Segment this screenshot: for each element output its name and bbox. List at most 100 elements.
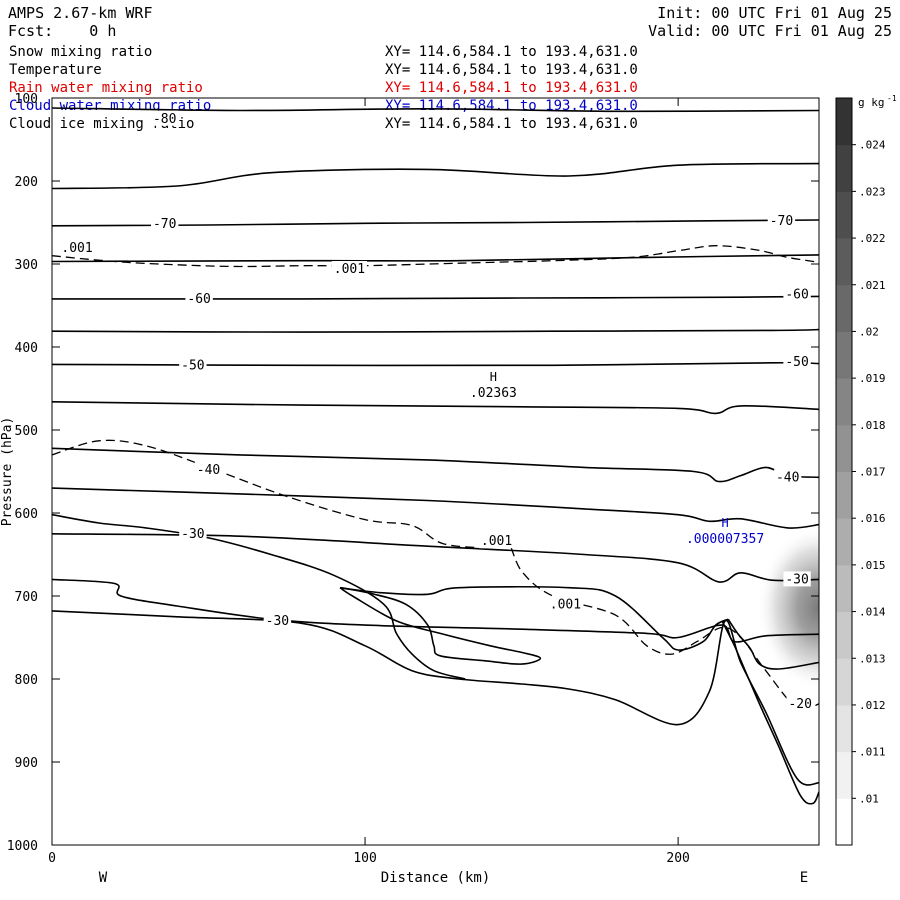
cloud-water-shading: [757, 525, 819, 690]
colorbar-label: .016: [859, 512, 886, 525]
temperature-contour-closed: [339, 586, 542, 665]
temperature-label-bg: [179, 357, 207, 373]
x-tick-label: 100: [353, 851, 376, 866]
colorbar-label: .013: [859, 652, 886, 665]
colorbar-bin: [836, 144, 852, 192]
temperature-contour: [52, 107, 819, 113]
temperature-contour: [52, 328, 819, 333]
colorbar-label: .02: [859, 325, 879, 338]
temperature-label: -30: [181, 527, 204, 542]
snow-label: .001: [550, 597, 581, 612]
y-tick-label: 300: [15, 258, 38, 273]
x-end-label-east: E: [800, 870, 808, 886]
temperature-label: -70: [770, 214, 793, 229]
field-xy-temperature: XY= 114.6,584.1 to 193.4,631.0: [385, 62, 638, 78]
temperature-label-bg: [783, 571, 811, 587]
y-tick-label: 700: [15, 590, 38, 605]
snow-label: .001: [481, 534, 512, 549]
colorbar-label: .019: [859, 372, 886, 385]
temperature-label-bg: [179, 525, 207, 541]
temperature-contour: [52, 219, 819, 227]
colorbar-bin: [836, 238, 852, 286]
field-xy-rain: XY= 114.6,584.1 to 193.4,631.0: [385, 80, 638, 96]
colorbar-bin: [836, 471, 852, 519]
colorbar-label: .022: [859, 232, 886, 245]
colorbar-bin: [836, 704, 852, 753]
temperature-label-bg: [773, 469, 802, 485]
temperature-contour: [52, 401, 819, 415]
temperature-label: -60: [187, 292, 210, 307]
temperature-label-bg: [786, 695, 814, 711]
colorbar-unit-exponent: -1: [887, 94, 897, 103]
colorbar-label: .024: [859, 139, 886, 152]
colorbar-bin: [836, 424, 852, 472]
colorbar-label: .01: [859, 792, 879, 805]
y-tick-label: 1000: [7, 839, 38, 854]
temperature-contour: [339, 585, 729, 651]
init-time: Init: 00 UTC Fri 01 Aug 25: [657, 4, 892, 22]
colorbar-label: .011: [859, 746, 886, 759]
colorbar-bin: [836, 658, 852, 706]
temperature-label: -40: [776, 470, 799, 485]
temperature-label: -60: [785, 288, 808, 303]
y-tick-label: 200: [15, 175, 38, 190]
x-end-label-west: W: [99, 870, 108, 886]
y-tick-label: 900: [15, 756, 38, 771]
temperature-label-bg: [263, 612, 292, 628]
valid-time: Valid: 00 UTC Fri 01 Aug 25: [648, 22, 892, 40]
temperature-contour: [52, 295, 819, 300]
snow-label: .001: [61, 241, 92, 256]
forecast-label-text: Fcst:: [8, 22, 54, 40]
colorbar-bin: [836, 191, 852, 239]
x-tick-label: 0: [48, 851, 56, 866]
y-tick-label: 500: [15, 424, 38, 439]
plot-frame: [51, 97, 820, 846]
terrain-contour: [721, 620, 819, 805]
field-xy-snow: XY= 114.6,584.1 to 193.4,631.0: [385, 44, 638, 60]
max-value: .000007357: [686, 532, 764, 547]
temperature-label: -80: [153, 112, 176, 127]
snow-contour: [52, 439, 819, 711]
snow-label: .001: [334, 262, 365, 277]
temperature-contour: [52, 162, 819, 190]
temperature-label: -70: [153, 217, 176, 232]
y-axis-label: Pressure (hPa): [0, 417, 15, 527]
temperature-label-bg: [783, 286, 811, 302]
model-title: AMPS 2.67-km WRF: [8, 4, 153, 22]
colorbar-bin: [836, 611, 852, 659]
snow-label-bg: [59, 240, 95, 256]
max-marker: H: [721, 516, 728, 530]
snow-label-bg: [478, 533, 515, 549]
temperature-contour: [52, 447, 819, 483]
temperature-label-bg: [783, 353, 811, 369]
colorbar-bin: [836, 331, 852, 379]
field-xy-cloud-ice: XY= 114.6,584.1 to 193.4,631.0: [385, 116, 638, 132]
colorbar-bin: [836, 564, 852, 613]
snow-label-bg: [331, 260, 368, 276]
temperature-label-bg: [194, 461, 223, 477]
colorbar-bin: [836, 98, 852, 146]
colorbar-label: .015: [859, 559, 886, 572]
colorbar-bin: [836, 518, 852, 566]
colorbar-bin: [836, 378, 852, 426]
colorbar-label: .023: [859, 185, 886, 198]
colorbar-label: .012: [859, 699, 886, 712]
colorbar-label: .018: [859, 419, 886, 432]
colorbar-label: .017: [859, 466, 886, 479]
y-tick-label: 100: [15, 92, 38, 107]
temperature-label-bg: [185, 290, 213, 306]
temperature-label: -50: [181, 358, 204, 373]
temperature-label: -20: [788, 697, 811, 712]
colorbar-unit: g kg: [858, 96, 885, 109]
terrain-contour: [52, 513, 466, 680]
colorbar-label: .014: [859, 606, 886, 619]
y-tick-label: 600: [15, 507, 38, 522]
colorbar-bin: [836, 798, 852, 846]
forecast-label: Fcst: 0 h: [8, 22, 116, 40]
temperature-contour: [52, 487, 819, 529]
field-name-rain: Rain water mixing ratio: [9, 80, 203, 96]
temperature-label: -30: [266, 614, 289, 629]
colorbar-bin: [836, 284, 852, 332]
snow-contour: [52, 245, 819, 268]
